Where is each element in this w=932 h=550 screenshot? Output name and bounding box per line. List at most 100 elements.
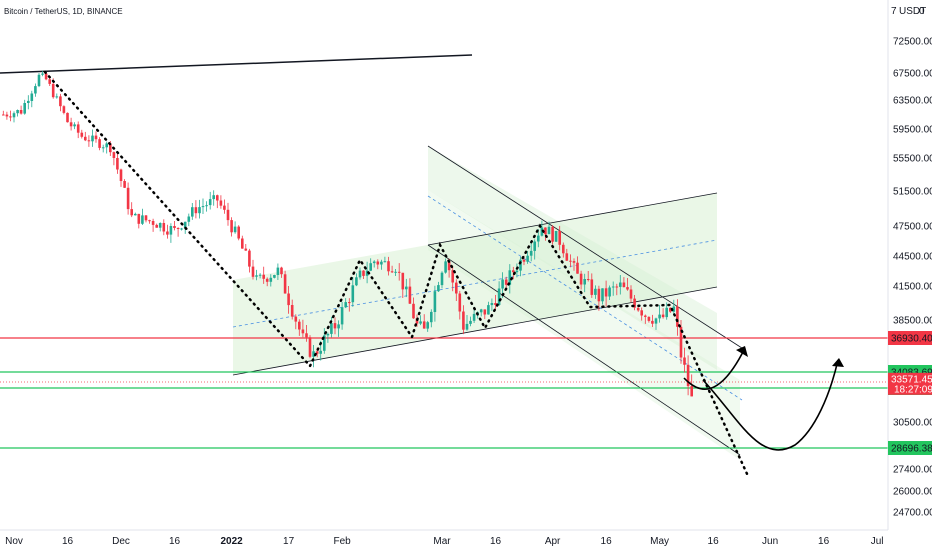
- candle-body: [315, 351, 319, 354]
- level-badge: [888, 331, 932, 345]
- candle-body: [586, 279, 590, 280]
- candle-body: [155, 224, 158, 228]
- currency-suffix: 0: [919, 6, 925, 17]
- descending-channel-upper-line: [427, 145, 746, 351]
- candle-body: [572, 261, 576, 263]
- candle-body: [365, 270, 369, 276]
- candle-body: [76, 124, 80, 133]
- candle-body: [248, 250, 251, 267]
- price-tick-label: 72500.00: [893, 37, 932, 48]
- candle-body: [344, 302, 347, 308]
- candle-body: [191, 207, 194, 217]
- candle-body: [112, 152, 116, 158]
- candle-body: [455, 282, 458, 294]
- candle-body: [123, 181, 126, 188]
- candle-body: [479, 309, 483, 313]
- candle-body: [134, 213, 137, 216]
- candle-body: [130, 209, 133, 216]
- candle-body: [583, 279, 586, 285]
- candle-body: [280, 267, 283, 275]
- candle-body: [526, 255, 529, 262]
- price-tick-label: 67500.00: [893, 69, 932, 80]
- candle-body: [80, 132, 84, 137]
- candle-body: [126, 187, 130, 210]
- time-tick-label: Jun: [762, 536, 778, 547]
- candle-body: [27, 100, 30, 103]
- candle-body: [59, 96, 62, 107]
- time-axis[interactable]: Nov 16 Dec 16 2022 17 Feb Mar 16 Apr 16 May 16 Jun 16 J…: [0, 529, 932, 550]
- candle-body: [223, 205, 226, 210]
- time-tick-label: 16: [490, 536, 502, 547]
- candle-body: [9, 116, 12, 118]
- candle-body: [394, 271, 397, 273]
- price-tick-label: 55500.00: [893, 154, 932, 165]
- candle-body: [351, 285, 355, 303]
- candle-body: [194, 207, 198, 214]
- candle-body: [462, 311, 465, 330]
- candle-body: [216, 195, 219, 201]
- time-tick-label: May: [650, 536, 669, 547]
- candle-body: [601, 288, 604, 302]
- projection-arrowhead-short: [736, 346, 748, 357]
- candle-body: [590, 279, 594, 295]
- candle-body: [690, 386, 693, 397]
- candle-body: [422, 321, 426, 329]
- candle-body: [387, 261, 390, 272]
- price-axis[interactable]: 7 USDT 0 72500.00 67500.00 63500.00 59500.0…: [887, 0, 932, 530]
- candle-body: [658, 314, 661, 319]
- lower-rising-channel: [233, 193, 717, 375]
- candle-body: [201, 206, 205, 208]
- candle-body: [636, 307, 640, 311]
- candle-body: [283, 274, 287, 294]
- candle-body: [151, 221, 155, 225]
- zigzag-dotted-path: [43, 70, 750, 478]
- time-tick-label: 16: [708, 536, 720, 547]
- candle-body: [665, 307, 668, 318]
- candle-body: [340, 307, 344, 325]
- candle-body: [644, 315, 647, 317]
- candle-body: [494, 303, 497, 305]
- price-tick-label: 63500.00: [893, 96, 932, 107]
- candle-body: [430, 311, 433, 323]
- level-badge: [888, 441, 932, 455]
- candle-body: [176, 228, 180, 229]
- candle-body: [198, 207, 201, 214]
- candle-body: [241, 238, 244, 249]
- candle-body: [405, 286, 408, 290]
- candle-body: [105, 143, 108, 148]
- candle-body: [686, 364, 690, 387]
- candle-body: [276, 267, 280, 275]
- candle-body: [158, 223, 162, 228]
- time-tick-label: Dec: [112, 536, 130, 547]
- price-tick-label: 27400.00: [893, 465, 932, 476]
- candle-body: [205, 205, 208, 207]
- candle-body: [219, 200, 223, 206]
- candle-body: [401, 272, 405, 290]
- current-price-badge: [888, 372, 932, 395]
- candle-body: [547, 226, 551, 235]
- candle-body: [237, 226, 240, 239]
- time-tick-label: Feb: [333, 536, 351, 547]
- candle-body: [615, 286, 619, 288]
- candle-body: [390, 271, 394, 273]
- candle-body: [419, 321, 422, 324]
- candle-body: [23, 103, 26, 114]
- candle-body: [94, 135, 98, 140]
- time-tick-label: 16: [818, 536, 830, 547]
- time-tick-label: 16: [62, 536, 74, 547]
- candle-body: [262, 274, 265, 279]
- candle-body: [37, 74, 41, 87]
- candle-body: [294, 316, 298, 322]
- rising-channel-upper-line: [427, 192, 718, 246]
- candle-body: [55, 96, 59, 98]
- candle-body: [16, 110, 19, 114]
- candle-body: [490, 303, 494, 306]
- candle-body: [183, 221, 187, 229]
- candle-body: [522, 259, 526, 262]
- candle-body: [119, 169, 123, 181]
- candle-body: [672, 306, 676, 312]
- candle-body: [48, 79, 51, 84]
- candle-body: [651, 320, 654, 324]
- candle-body: [169, 226, 173, 235]
